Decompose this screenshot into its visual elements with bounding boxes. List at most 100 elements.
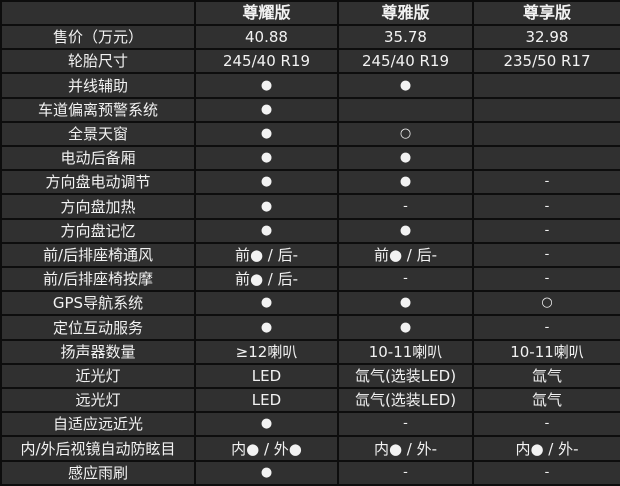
value-cell: 245/40 R19 bbox=[337, 48, 474, 75]
table-row: 方向盘记忆 ● ● - bbox=[0, 217, 620, 244]
header-trim-2: 尊雅版 bbox=[337, 0, 474, 26]
value-cell: ● bbox=[194, 290, 339, 317]
row-label: 电动后备厢 bbox=[0, 145, 196, 172]
row-label: GPS导航系统 bbox=[0, 290, 196, 317]
table-row: 定位互动服务 ● ● - bbox=[0, 314, 620, 341]
value-cell: 内● / 外- bbox=[472, 435, 620, 462]
value-cell: ● bbox=[337, 72, 474, 99]
header-row: 尊耀版 尊雅版 尊享版 bbox=[0, 0, 620, 26]
row-label: 售价（万元） bbox=[0, 23, 196, 51]
value-cell: 内● / 外● bbox=[194, 435, 339, 462]
value-cell: ● bbox=[194, 169, 339, 196]
value-cell: ○ bbox=[472, 290, 620, 317]
row-label: 前/后排座椅通风 bbox=[0, 241, 196, 269]
table-row: 扬声器数量 ≥12喇叭 10-11喇叭 10-11喇叭 bbox=[0, 338, 620, 365]
row-label: 前/后排座椅按摩 bbox=[0, 266, 196, 293]
row-label: 扬声器数量 bbox=[0, 338, 196, 365]
header-trim-3: 尊享版 bbox=[472, 0, 620, 26]
value-cell bbox=[472, 120, 620, 148]
value-cell: ● bbox=[194, 217, 339, 244]
value-cell: 235/50 R17 bbox=[472, 48, 620, 75]
value-cell bbox=[472, 72, 620, 99]
value-cell: - bbox=[337, 411, 474, 438]
value-cell: 32.98 bbox=[472, 23, 620, 51]
value-cell: - bbox=[337, 193, 474, 220]
value-cell: ● bbox=[337, 217, 474, 244]
table-row: 近光灯 LED 氙气(选装LED) 氙气 bbox=[0, 362, 620, 390]
value-cell: 10-11喇叭 bbox=[472, 338, 620, 365]
value-cell: ● bbox=[337, 169, 474, 196]
value-cell: ● bbox=[194, 120, 339, 148]
value-cell: ● bbox=[194, 193, 339, 220]
table-row: GPS导航系统 ● ● ○ bbox=[0, 290, 620, 317]
row-label: 车道偏离预警系统 bbox=[0, 96, 196, 123]
table-row: 前/后排座椅按摩 前● / 后- - - bbox=[0, 266, 620, 293]
value-cell: - bbox=[472, 193, 620, 220]
header-trim-1: 尊耀版 bbox=[194, 0, 339, 26]
value-cell bbox=[337, 96, 474, 123]
table-row: 远光灯 LED 氙气(选装LED) 氙气 bbox=[0, 387, 620, 414]
row-label: 方向盘电动调节 bbox=[0, 169, 196, 196]
value-cell: - bbox=[472, 266, 620, 293]
value-cell: ● bbox=[194, 72, 339, 99]
value-cell: - bbox=[472, 411, 620, 438]
row-label: 方向盘加热 bbox=[0, 193, 196, 220]
value-cell: ● bbox=[194, 96, 339, 123]
value-cell: - bbox=[472, 459, 620, 486]
row-label: 全景天窗 bbox=[0, 120, 196, 148]
table-row: 感应雨刷 ● - - bbox=[0, 459, 620, 486]
value-cell: 前● / 后- bbox=[194, 241, 339, 269]
row-label: 感应雨刷 bbox=[0, 459, 196, 486]
value-cell: LED bbox=[194, 387, 339, 414]
value-cell: 氙气(选装LED) bbox=[337, 387, 474, 414]
table-row: 车道偏离预警系统 ● bbox=[0, 96, 620, 123]
value-cell: ● bbox=[194, 459, 339, 486]
value-cell: 氙气 bbox=[472, 362, 620, 390]
value-cell: 前● / 后- bbox=[337, 241, 474, 269]
table-row: 方向盘加热 ● - - bbox=[0, 193, 620, 220]
value-cell: ● bbox=[337, 314, 474, 341]
value-cell: 10-11喇叭 bbox=[337, 338, 474, 365]
value-cell: ● bbox=[194, 145, 339, 172]
row-label: 内/外后视镜自动防眩目 bbox=[0, 435, 196, 462]
row-label: 定位互动服务 bbox=[0, 314, 196, 341]
value-cell: ● bbox=[194, 411, 339, 438]
table-row: 自适应远近光 ● - - bbox=[0, 411, 620, 438]
value-cell: - bbox=[337, 459, 474, 486]
value-cell: LED bbox=[194, 362, 339, 390]
value-cell bbox=[472, 145, 620, 172]
header-label-cell bbox=[0, 0, 196, 26]
table-row: 前/后排座椅通风 前● / 后- 前● / 后- - bbox=[0, 241, 620, 269]
value-cell: ● bbox=[194, 314, 339, 341]
value-cell: 氙气 bbox=[472, 387, 620, 414]
table-row: 内/外后视镜自动防眩目 内● / 外● 内● / 外- 内● / 外- bbox=[0, 435, 620, 462]
row-label: 并线辅助 bbox=[0, 72, 196, 99]
value-cell: 245/40 R19 bbox=[194, 48, 339, 75]
value-cell: - bbox=[472, 217, 620, 244]
value-cell: - bbox=[472, 241, 620, 269]
row-label: 轮胎尺寸 bbox=[0, 48, 196, 75]
value-cell: - bbox=[337, 266, 474, 293]
table-row: 方向盘电动调节 ● ● - bbox=[0, 169, 620, 196]
row-label: 自适应远近光 bbox=[0, 411, 196, 438]
value-cell: ○ bbox=[337, 120, 474, 148]
value-cell: ● bbox=[337, 145, 474, 172]
row-label: 方向盘记忆 bbox=[0, 217, 196, 244]
row-label: 近光灯 bbox=[0, 362, 196, 390]
table-row: 电动后备厢 ● ● bbox=[0, 145, 620, 172]
value-cell: 前● / 后- bbox=[194, 266, 339, 293]
table-row: 轮胎尺寸 245/40 R19 245/40 R19 235/50 R17 bbox=[0, 48, 620, 75]
value-cell: 35.78 bbox=[337, 23, 474, 51]
value-cell: 40.88 bbox=[194, 23, 339, 51]
value-cell: ≥12喇叭 bbox=[194, 338, 339, 365]
table-row: 全景天窗 ● ○ bbox=[0, 120, 620, 148]
value-cell: 氙气(选装LED) bbox=[337, 362, 474, 390]
value-cell: ● bbox=[337, 290, 474, 317]
value-cell: 内● / 外- bbox=[337, 435, 474, 462]
value-cell bbox=[472, 96, 620, 123]
table-row: 并线辅助 ● ● bbox=[0, 72, 620, 99]
value-cell: - bbox=[472, 169, 620, 196]
table-row: 售价（万元） 40.88 35.78 32.98 bbox=[0, 23, 620, 51]
row-label: 远光灯 bbox=[0, 387, 196, 414]
